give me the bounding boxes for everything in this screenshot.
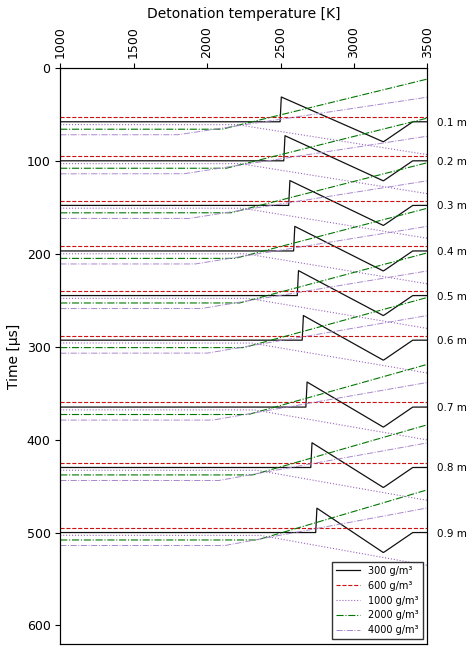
Legend: 300 g/m³, 600 g/m³, 1000 g/m³, 2000 g/m³, 4000 g/m³: 300 g/m³, 600 g/m³, 1000 g/m³, 2000 g/m³… [332, 562, 423, 639]
X-axis label: Detonation temperature [K]: Detonation temperature [K] [147, 7, 341, 21]
Y-axis label: Time [μs]: Time [μs] [7, 324, 21, 389]
